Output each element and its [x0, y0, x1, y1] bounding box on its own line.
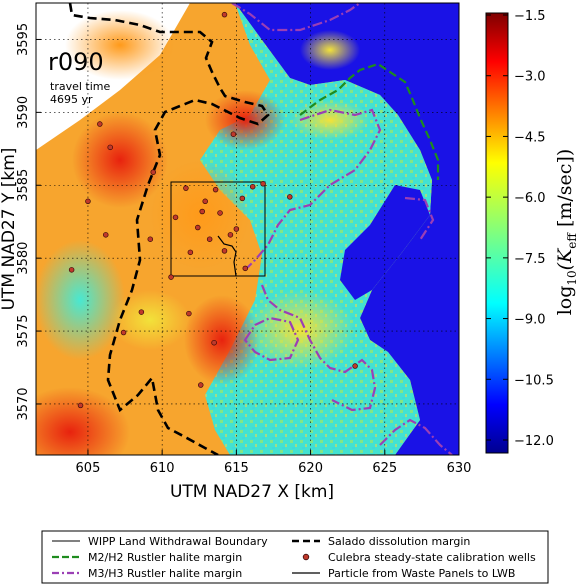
low-k-region — [235, 3, 459, 455]
y-tick-label: 3570 — [16, 387, 31, 420]
calibration-well-marker — [212, 186, 219, 193]
colorbar-tick-label: −4.5 — [514, 130, 546, 145]
y-tick-label: 3580 — [16, 242, 31, 275]
y-tick-label: 3575 — [16, 315, 31, 348]
map-panel — [36, 3, 459, 455]
legend-label-wells: Culebra steady-state calibration wells — [328, 551, 536, 564]
calibration-wells — [68, 11, 358, 409]
x-tick-label: 625 — [372, 461, 397, 476]
calibration-well-marker — [103, 232, 109, 238]
colorbar-label: log10(Keff [m/sec]) — [554, 149, 578, 316]
legend-label-m3h3: M3/H3 Rustler halite margin — [88, 567, 242, 580]
legend-label-particle: Particle from Waste Panels to LWB — [328, 567, 515, 580]
y-tick-label: 3585 — [16, 169, 31, 202]
calibration-well-marker — [147, 236, 154, 242]
y-axis-title: UTM NAD27 Y [km] — [0, 148, 19, 311]
y-tick-label: 3590 — [16, 96, 31, 129]
x-tick-label: 615 — [224, 461, 249, 476]
legend-swatch-wells — [302, 553, 310, 561]
calibration-well-marker — [221, 11, 228, 18]
m3h3-halite-margin-loop — [243, 316, 300, 362]
travel-time-label: travel time — [50, 80, 110, 93]
legend: WIPP Land Withdrawal Boundary Salado dis… — [41, 530, 549, 584]
colorbar-tick-label: −6.0 — [514, 191, 546, 206]
legend-box — [41, 530, 549, 584]
particle-path — [217, 235, 237, 277]
calibration-well-marker — [68, 267, 75, 273]
calibration-well-marker — [85, 198, 91, 205]
calibration-well-marker — [195, 224, 201, 231]
calibration-well-marker — [97, 121, 103, 127]
map-frame — [35, 2, 460, 456]
m2h2-halite-margin — [299, 62, 440, 180]
calibration-well-marker — [221, 248, 228, 254]
grid — [36, 3, 459, 455]
calibration-well-marker — [197, 382, 204, 388]
calibration-well-marker — [202, 198, 208, 205]
calibration-well-marker — [138, 309, 145, 315]
calibration-well-marker — [211, 339, 217, 346]
realization-label: r090 — [48, 48, 104, 76]
x-tick-label: 620 — [298, 461, 323, 476]
legend-label-m2h2: M2/H2 Rustler halite margin — [88, 551, 242, 564]
colorbar-ticks: −1.5 −3.0 −4.5 −6.0 −7.5 −9.0 −10.5 −12.0 — [486, 9, 554, 449]
calibration-well-marker — [287, 194, 293, 200]
calibration-well-marker — [199, 208, 205, 215]
y-tick-label: 3595 — [16, 23, 31, 56]
calibration-well-marker — [239, 195, 246, 202]
calibration-well-marker — [168, 274, 174, 280]
y-ticks: 3570 3575 3580 3585 3590 3595 — [16, 23, 41, 421]
calibration-well-marker — [187, 249, 194, 256]
colorbar: −1.5 −3.0 −4.5 −6.0 −7.5 −9.0 −10.5 −12.0 log10… — [485, 9, 578, 454]
calibration-well-marker — [107, 144, 113, 151]
colorbar-tick-label: −9.0 — [514, 313, 546, 328]
colorbar-tick-label: −1.5 — [514, 9, 546, 24]
calibration-well-marker — [217, 210, 223, 216]
colorbar-gradient — [485, 12, 509, 454]
calibration-well-marker — [242, 265, 249, 272]
calibration-well-marker — [206, 236, 213, 242]
calibration-well-marker — [249, 183, 256, 190]
calibration-well-marker — [183, 185, 189, 191]
x-tick-label: 630 — [447, 461, 472, 476]
calibration-well-marker — [260, 181, 266, 187]
colorbar-tick-label: −3.0 — [514, 70, 546, 85]
calibration-well-marker — [227, 232, 234, 238]
calibration-well-marker — [120, 329, 127, 336]
colorbar-tick-label: −10.5 — [514, 373, 554, 388]
travel-time-value: 4695 yr — [50, 93, 93, 106]
x-tick-label: 605 — [76, 461, 101, 476]
colorbar-tick-label: −7.5 — [514, 252, 546, 267]
calibration-well-marker — [352, 363, 358, 369]
calibration-well-marker — [186, 310, 192, 317]
x-tick-label: 610 — [150, 461, 175, 476]
salado-dissolution-margin — [68, 3, 270, 455]
legend-label-salado: Salado dissolution margin — [328, 535, 470, 548]
calibration-well-marker — [233, 226, 240, 232]
calibration-well-marker — [230, 131, 237, 137]
wipp-land-withdrawal-boundary — [170, 181, 266, 277]
x-axis-title: UTM NAD27 X [km] — [170, 482, 334, 502]
calibration-well-marker — [150, 169, 157, 175]
x-ticks: 605 610 615 620 625 630 — [76, 450, 472, 476]
colorbar-tick-label: −12.0 — [514, 434, 554, 449]
calibration-well-marker — [172, 214, 179, 221]
m3h3-halite-margin — [231, 3, 453, 455]
legend-label-lwb: WIPP Land Withdrawal Boundary — [88, 535, 268, 548]
calibration-well-marker — [77, 402, 84, 409]
